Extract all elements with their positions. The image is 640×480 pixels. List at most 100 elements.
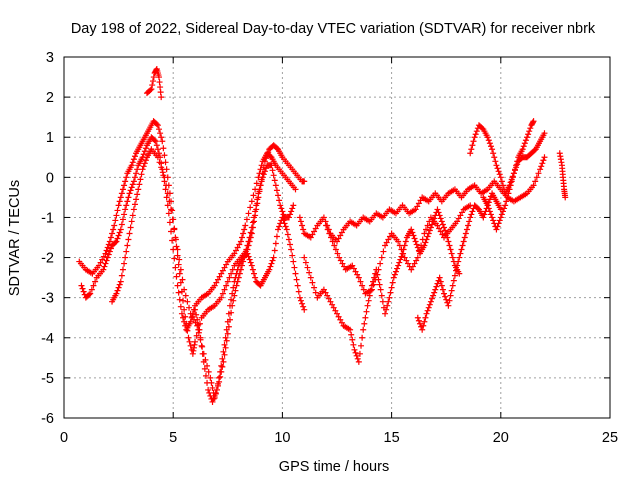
data-point bbox=[354, 271, 361, 278]
data-point bbox=[225, 310, 232, 317]
data-point bbox=[243, 216, 250, 223]
data-point bbox=[135, 186, 142, 193]
data-point bbox=[224, 278, 231, 285]
data-point bbox=[172, 236, 179, 243]
data-point bbox=[138, 171, 145, 178]
data-point bbox=[102, 260, 109, 267]
data-point bbox=[451, 272, 458, 279]
data-point bbox=[506, 186, 513, 193]
data-point bbox=[425, 304, 432, 311]
data-point bbox=[248, 262, 255, 269]
data-point bbox=[434, 280, 441, 287]
data-point bbox=[469, 142, 476, 149]
data-point bbox=[335, 313, 342, 320]
data-point bbox=[248, 198, 255, 205]
data-point bbox=[447, 246, 454, 253]
data-point bbox=[258, 162, 265, 169]
data-point bbox=[396, 242, 403, 249]
data-point bbox=[121, 182, 128, 189]
x-axis-label: GPS time / hours bbox=[279, 459, 389, 475]
data-point bbox=[415, 200, 422, 207]
data-point bbox=[385, 298, 392, 305]
data-point bbox=[323, 222, 330, 229]
data-point bbox=[128, 184, 135, 191]
data-point bbox=[356, 350, 363, 357]
data-point bbox=[284, 231, 291, 238]
data-point bbox=[417, 197, 424, 204]
data-point bbox=[268, 162, 275, 169]
data-point bbox=[312, 225, 319, 232]
data-point bbox=[117, 194, 124, 201]
data-point bbox=[161, 174, 168, 181]
data-point bbox=[474, 205, 481, 212]
data-point bbox=[454, 218, 461, 225]
data-point bbox=[388, 284, 395, 291]
data-point bbox=[326, 230, 333, 237]
data-point bbox=[169, 237, 176, 244]
data-point bbox=[479, 125, 486, 132]
data-point bbox=[484, 134, 491, 141]
data-point bbox=[149, 82, 156, 89]
data-point bbox=[156, 159, 163, 166]
data-point bbox=[355, 274, 362, 281]
data-point bbox=[168, 206, 175, 213]
data-point bbox=[134, 166, 141, 173]
data-point bbox=[153, 121, 160, 128]
series-track-f bbox=[296, 154, 548, 245]
data-point bbox=[194, 322, 201, 329]
data-point bbox=[130, 178, 137, 185]
data-point bbox=[106, 248, 113, 255]
data-point bbox=[541, 130, 548, 137]
data-point bbox=[247, 204, 254, 211]
data-point bbox=[362, 314, 369, 321]
data-point bbox=[177, 279, 184, 286]
data-point bbox=[213, 279, 220, 286]
data-point bbox=[334, 250, 341, 257]
data-point bbox=[199, 350, 206, 357]
data-point bbox=[107, 234, 114, 241]
data-point bbox=[186, 304, 193, 311]
data-point bbox=[263, 165, 270, 172]
data-point bbox=[467, 214, 474, 221]
data-point bbox=[509, 174, 516, 181]
data-point bbox=[493, 162, 500, 169]
data-point bbox=[505, 190, 512, 197]
data-point bbox=[289, 205, 296, 212]
data-point bbox=[436, 212, 443, 219]
data-point bbox=[510, 170, 517, 177]
data-point bbox=[458, 246, 465, 253]
y-tick-label: 2 bbox=[46, 90, 54, 106]
data-point bbox=[429, 295, 436, 302]
data-point bbox=[401, 254, 408, 261]
data-point bbox=[273, 145, 280, 152]
data-point bbox=[538, 163, 545, 170]
data-point bbox=[164, 190, 171, 197]
data-point bbox=[95, 262, 102, 269]
data-point bbox=[489, 146, 496, 153]
data-point bbox=[300, 226, 307, 233]
data-point bbox=[418, 242, 425, 249]
data-point bbox=[416, 248, 423, 255]
data-point bbox=[200, 358, 207, 365]
series-track-l bbox=[556, 150, 569, 201]
data-point bbox=[231, 278, 238, 285]
data-point bbox=[491, 154, 498, 161]
data-point bbox=[288, 208, 295, 215]
x-tick-label: 20 bbox=[493, 430, 509, 446]
data-point bbox=[275, 192, 282, 199]
data-point bbox=[493, 226, 500, 233]
data-point bbox=[498, 211, 505, 218]
data-point bbox=[241, 226, 248, 233]
data-point bbox=[273, 233, 280, 240]
data-point bbox=[270, 172, 277, 179]
data-point bbox=[385, 236, 392, 243]
data-point bbox=[275, 226, 282, 233]
data-point bbox=[511, 167, 518, 174]
data-point bbox=[125, 236, 132, 243]
data-point bbox=[541, 154, 548, 161]
y-tick-label: -4 bbox=[41, 331, 54, 347]
data-point bbox=[201, 365, 208, 372]
data-point bbox=[448, 287, 455, 294]
data-point bbox=[257, 166, 264, 173]
data-point bbox=[90, 282, 97, 289]
